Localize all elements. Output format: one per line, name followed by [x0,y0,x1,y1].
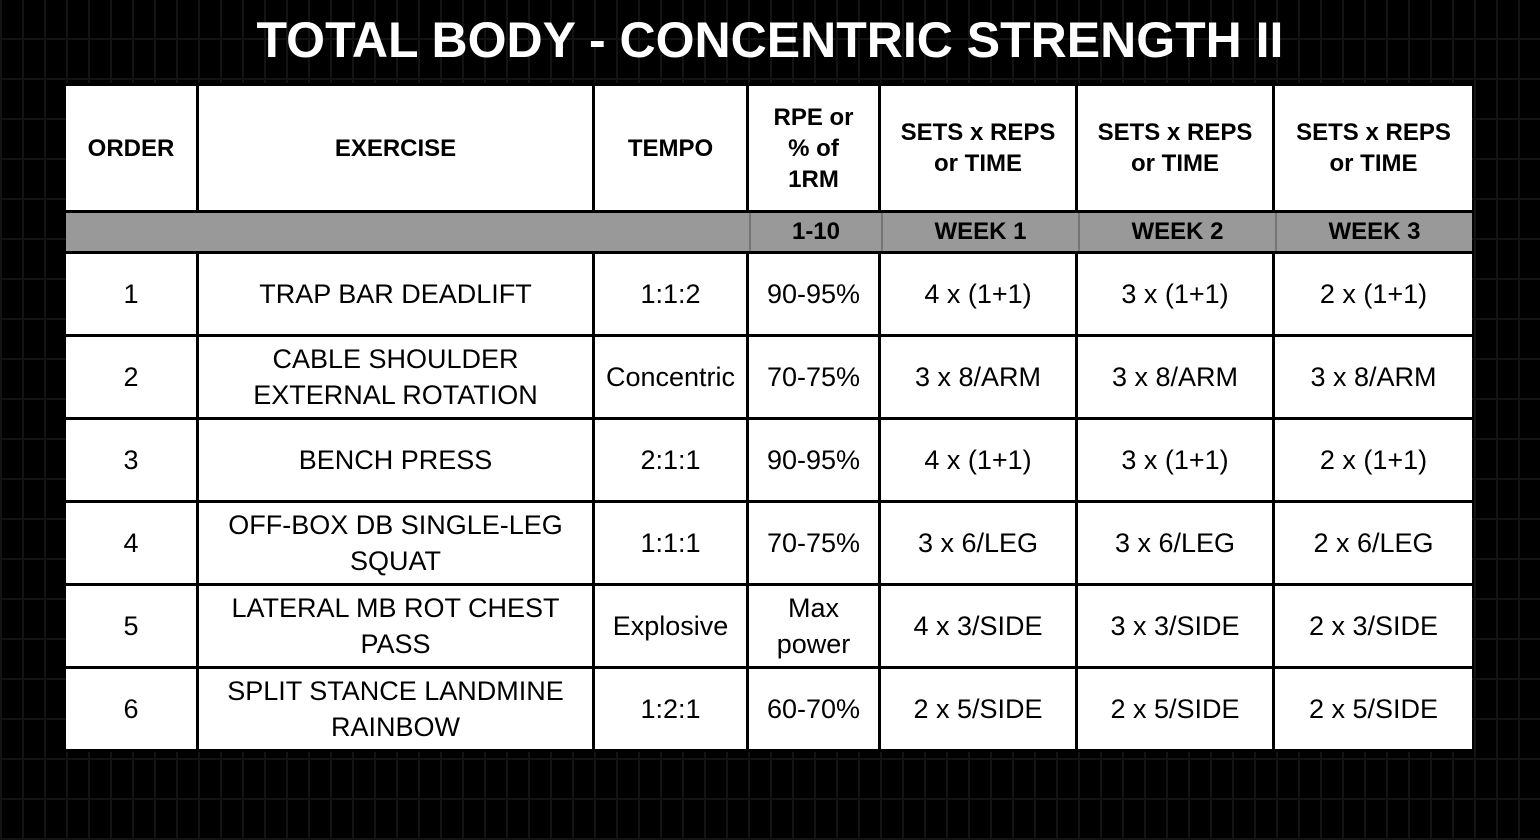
subheader-cell-tempo [595,213,749,251]
cell-order: 4 [66,503,199,583]
page-title: TOTAL BODY - CONCENTRIC STRENGTH II [256,12,1284,68]
cell-week2: 3 x 8/ARM [1078,337,1275,417]
cell-exercise: OFF-BOX DB SINGLE-LEG SQUAT [199,503,595,583]
cell-rpe: 70-75% [749,337,881,417]
table-subheader-row: 1-10 WEEK 1 WEEK 2 WEEK 3 [66,213,1472,254]
header-cell-tempo: TEMPO [595,86,749,210]
cell-tempo: 1:1:2 [595,254,749,334]
cell-order: 3 [66,420,199,500]
cell-tempo: 1:1:1 [595,503,749,583]
cell-exercise: CABLE SHOULDER EXTERNAL ROTATION [199,337,595,417]
cell-week3: 2 x 5/SIDE [1275,669,1472,749]
cell-rpe: Max power [749,586,881,666]
cell-week3: 3 x 8/ARM [1275,337,1472,417]
cell-rpe: 60-70% [749,669,881,749]
cell-tempo: Explosive [595,586,749,666]
subheader-cell-exercise [199,213,595,251]
table-row: 5 LATERAL MB ROT CHEST PASS Explosive Ma… [66,586,1472,669]
table-row: 6 SPLIT STANCE LANDMINE RAINBOW 1:2:1 60… [66,669,1472,752]
table-row: 2 CABLE SHOULDER EXTERNAL ROTATION Conce… [66,337,1472,420]
cell-week1: 4 x (1+1) [881,254,1078,334]
cell-week3: 2 x (1+1) [1275,420,1472,500]
table-row: 1 TRAP BAR DEADLIFT 1:1:2 90-95% 4 x (1+… [66,254,1472,337]
cell-exercise: TRAP BAR DEADLIFT [199,254,595,334]
cell-order: 6 [66,669,199,749]
cell-week3: 2 x (1+1) [1275,254,1472,334]
cell-rpe: 90-95% [749,420,881,500]
cell-rpe: 90-95% [749,254,881,334]
cell-week2: 3 x (1+1) [1078,420,1275,500]
cell-tempo: 1:2:1 [595,669,749,749]
cell-week2: 2 x 5/SIDE [1078,669,1275,749]
header-cell-rpe: RPE or % of 1RM [749,86,881,210]
cell-exercise: BENCH PRESS [199,420,595,500]
cell-week3: 2 x 3/SIDE [1275,586,1472,666]
cell-week1: 3 x 8/ARM [881,337,1078,417]
cell-week1: 4 x (1+1) [881,420,1078,500]
cell-week1: 4 x 3/SIDE [881,586,1078,666]
table-row: 4 OFF-BOX DB SINGLE-LEG SQUAT 1:1:1 70-7… [66,503,1472,586]
cell-week2: 3 x 6/LEG [1078,503,1275,583]
cell-exercise: LATERAL MB ROT CHEST PASS [199,586,595,666]
subheader-cell-week1: WEEK 1 [881,213,1078,251]
cell-rpe: 70-75% [749,503,881,583]
cell-week2: 3 x (1+1) [1078,254,1275,334]
header-cell-week3: SETS x REPS or TIME [1275,86,1472,210]
cell-week2: 3 x 3/SIDE [1078,586,1275,666]
header-cell-order: ORDER [66,86,199,210]
subheader-cell-week2: WEEK 2 [1078,213,1275,251]
workout-table: ORDER EXERCISE TEMPO RPE or % of 1RM SET… [66,83,1472,752]
cell-tempo: Concentric [595,337,749,417]
cell-order: 5 [66,586,199,666]
table-header-row: ORDER EXERCISE TEMPO RPE or % of 1RM SET… [66,86,1472,213]
subheader-cell-order [66,213,199,251]
cell-tempo: 2:1:1 [595,420,749,500]
cell-week1: 3 x 6/LEG [881,503,1078,583]
cell-week1: 2 x 5/SIDE [881,669,1078,749]
subheader-cell-week3: WEEK 3 [1275,213,1472,251]
cell-week3: 2 x 6/LEG [1275,503,1472,583]
cell-order: 1 [66,254,199,334]
cell-order: 2 [66,337,199,417]
header-cell-exercise: EXERCISE [199,86,595,210]
table-row: 3 BENCH PRESS 2:1:1 90-95% 4 x (1+1) 3 x… [66,420,1472,503]
cell-exercise: SPLIT STANCE LANDMINE RAINBOW [199,669,595,749]
header-cell-week1: SETS x REPS or TIME [881,86,1078,210]
header-cell-week2: SETS x REPS or TIME [1078,86,1275,210]
subheader-cell-rpe-scale: 1-10 [749,213,881,251]
